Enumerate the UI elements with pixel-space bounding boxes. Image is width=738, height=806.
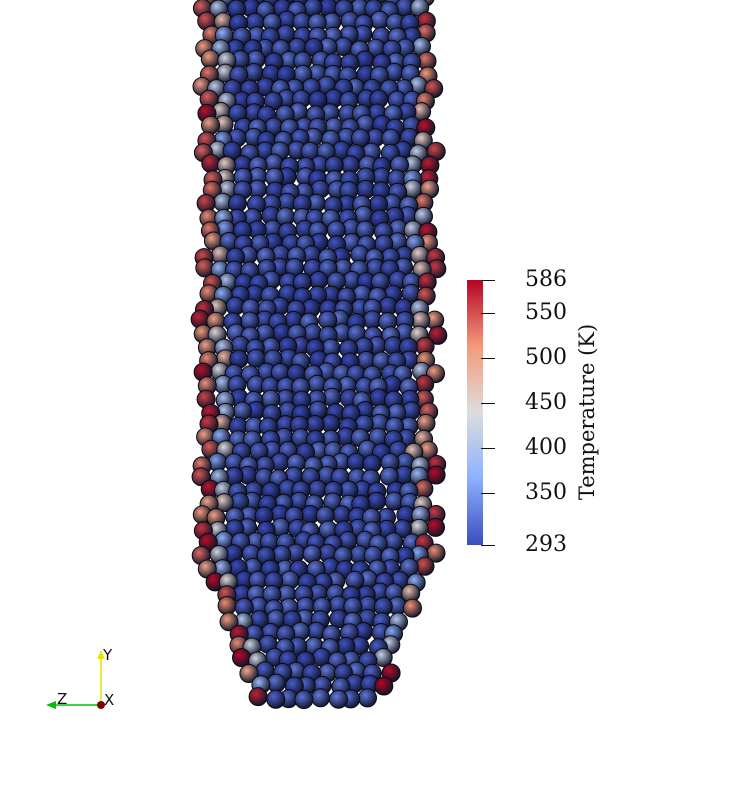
particle xyxy=(367,491,387,511)
particle xyxy=(428,325,448,345)
colorbar-tick-label: 450 xyxy=(525,390,567,415)
temperature-colorbar xyxy=(467,280,483,545)
particle xyxy=(416,413,436,433)
particle xyxy=(219,612,239,632)
colorbar-tick xyxy=(481,448,495,450)
particle xyxy=(248,687,268,707)
particle xyxy=(217,596,237,616)
particle xyxy=(200,49,220,69)
colorbar-tick xyxy=(481,403,495,404)
particle xyxy=(370,10,390,30)
colorbar-tick-label: 586 xyxy=(525,267,567,292)
particle xyxy=(294,690,314,709)
particle xyxy=(403,598,422,618)
colorbar-title: Temperature (K) xyxy=(575,323,599,501)
colorbar-tick xyxy=(481,312,495,314)
particle xyxy=(201,153,221,173)
particle xyxy=(266,689,286,709)
colorbar-tick-label: 400 xyxy=(525,435,567,461)
particle xyxy=(426,465,446,485)
y-axis-label: Y xyxy=(103,646,113,664)
colorbar-tick-label: 500 xyxy=(525,344,567,370)
axes-lines xyxy=(46,650,105,709)
particle xyxy=(201,115,220,135)
particle xyxy=(358,688,377,708)
colorbar-tick xyxy=(481,280,495,281)
colorbar-tick xyxy=(481,357,495,359)
particle xyxy=(232,648,251,668)
particle xyxy=(329,689,348,709)
colorbar-ramp xyxy=(467,280,483,545)
particle xyxy=(426,517,445,537)
colorbar-tick xyxy=(481,493,495,495)
colorbar-tick-label: 350 xyxy=(525,480,567,506)
z-axis-label: Z xyxy=(57,690,68,708)
colorbar-tick-label: 550 xyxy=(525,299,567,325)
x-axis-label: X xyxy=(104,691,115,709)
particle xyxy=(239,664,259,683)
orientation-axes: Y Z X xyxy=(40,645,120,715)
colorbar-tick-label: 293 xyxy=(525,532,567,557)
particle xyxy=(311,688,331,708)
colorbar-tick xyxy=(481,545,495,546)
particle xyxy=(374,676,394,696)
